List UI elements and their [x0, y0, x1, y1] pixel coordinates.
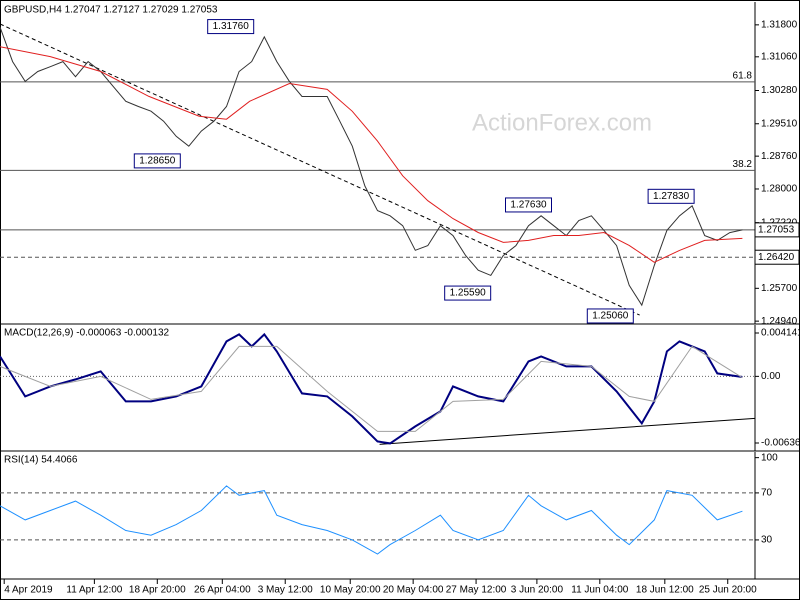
y-tick-label: 0.00 [761, 371, 781, 382]
annotation-label: 1.31760 [213, 21, 250, 32]
series-line [0, 26, 743, 307]
x-tick-label: 11 Jun 04:00 [571, 585, 629, 596]
level-box [754, 249, 800, 265]
watermark: ActionForex.com [472, 109, 652, 136]
x-tick-label: 3 Jun 20:00 [511, 585, 564, 596]
annotation-box [207, 19, 255, 35]
y-tick-label: 30 [761, 535, 773, 546]
x-tick-label: 18 Apr 20:00 [129, 585, 186, 596]
panel-title: MACD(12,26,9) -0.000063 -0.000132 [4, 328, 170, 339]
y-tick-label: 1.30280 [761, 85, 798, 96]
series-line [0, 46, 743, 263]
level-label: 61.8 [733, 71, 753, 82]
y-tick-label: 1.28000 [761, 184, 798, 195]
annotation-box [586, 308, 634, 324]
x-tick-label: 18 Jun 12:00 [636, 585, 694, 596]
panel-title: GBPUSD,H4 1.27047 1.27127 1.27029 1.2705… [4, 5, 218, 16]
y-tick-label: 1.31800 [761, 19, 798, 30]
level-box-label: 1.26420 [758, 252, 795, 263]
y-tick-label: 0.004141 [761, 328, 800, 339]
x-tick-label: 4 Apr 2019 [4, 585, 53, 596]
panel-title: RSI(14) 54.4066 [4, 455, 78, 466]
x-tick-label: 11 Apr 12:00 [66, 585, 122, 596]
x-tick-label: 20 May 04:00 [383, 585, 444, 596]
series-line [0, 485, 743, 555]
annotation-box [505, 197, 552, 213]
x-tick-label: 10 May 20:00 [320, 585, 381, 596]
y-tick-label: 1.25700 [761, 283, 798, 294]
y-tick-label: 1.24940 [761, 316, 798, 327]
annotation-label: 1.28650 [139, 156, 176, 167]
y-tick-label: 70 [761, 488, 773, 499]
series-line [0, 345, 743, 432]
y-tick-label: 1.31060 [761, 51, 798, 62]
annotation-label: 1.27630 [510, 200, 547, 211]
annotation-box [444, 285, 492, 301]
y-tick-label: 100 [761, 452, 778, 463]
annotation-box [133, 153, 181, 169]
annotation-box [647, 188, 695, 204]
x-tick-label: 25 Jun 20:00 [699, 585, 757, 596]
x-tick-label: 3 May 12:00 [258, 585, 313, 596]
y-tick-label: 1.28760 [761, 151, 798, 162]
y-tick-label: 1.29510 [761, 118, 798, 129]
x-tick-label: 26 Apr 04:00 [194, 585, 251, 596]
level-box [754, 222, 800, 238]
annotation-label: 1.25060 [592, 311, 629, 322]
trendline [379, 417, 756, 445]
y-tick-label: -0.006365 [761, 438, 800, 449]
annotation-label: 1.25590 [450, 288, 487, 299]
annotation-label: 1.27830 [653, 191, 690, 202]
series-line [0, 332, 743, 445]
trendline [0, 23, 640, 316]
level-label: 38.2 [733, 159, 753, 170]
level-box-label: 1.27053 [758, 225, 795, 236]
x-tick-label: 27 May 12:00 [446, 585, 507, 596]
